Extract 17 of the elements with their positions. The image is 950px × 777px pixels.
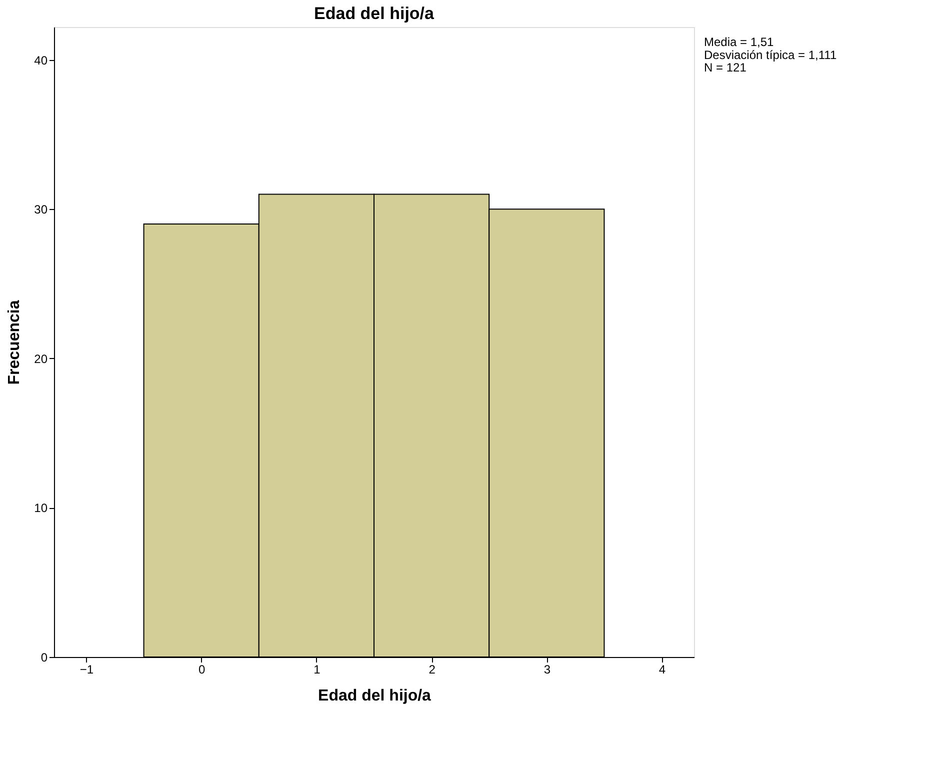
- y-tick-label: 30: [34, 202, 48, 217]
- x-tick-label: 1: [314, 662, 321, 676]
- x-tick-label: 2: [428, 662, 436, 676]
- x-tick-label: 0: [198, 662, 206, 676]
- y-tick-label: 10: [34, 501, 48, 516]
- x-tick-label: 3: [544, 662, 551, 676]
- text: Desviación típica = 1,111: [704, 48, 837, 62]
- y-tick-label: 40: [34, 53, 48, 68]
- x-axis-title: Edad del hijo/a: [318, 688, 432, 704]
- text: N = 121: [704, 60, 747, 75]
- y-tick-label: 0: [40, 650, 48, 664]
- x-tick-label: 4: [658, 662, 666, 676]
- y-tick-label: 20: [34, 352, 48, 366]
- y-axis-title: Frecuencia: [6, 300, 24, 385]
- x-tick-label: −1: [80, 662, 94, 676]
- text: Media = 1,51: [704, 35, 774, 49]
- chart-title: Edad del hijo/a: [314, 4, 435, 23]
